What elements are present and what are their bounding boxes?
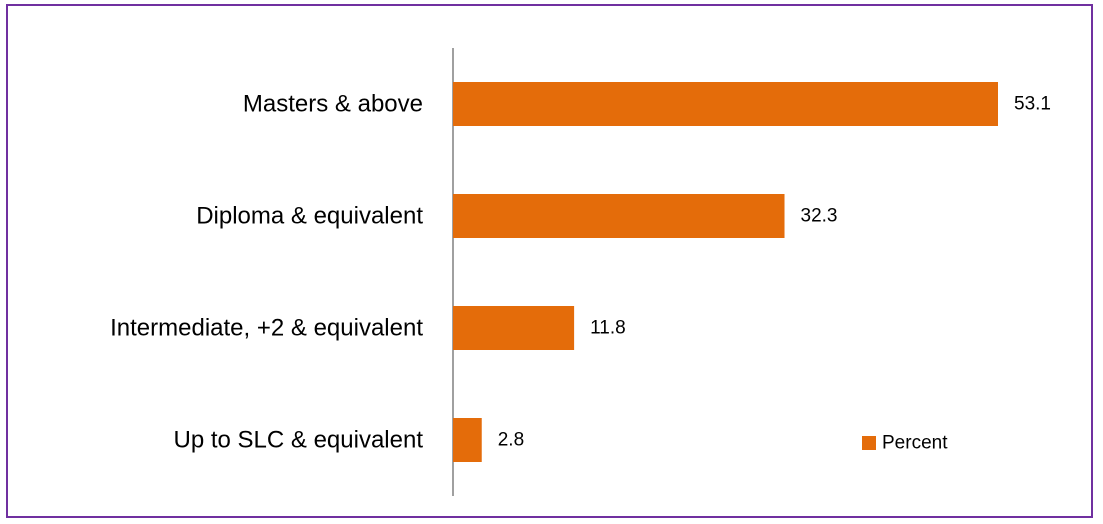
legend-swatch-percent (862, 436, 876, 450)
category-label-0: Masters & above (243, 91, 423, 118)
value-label-3: 2.8 (498, 430, 524, 451)
legend-label-percent: Percent (882, 433, 948, 454)
category-label-1: Diploma & equivalent (196, 203, 423, 230)
value-label-0: 53.1 (1014, 94, 1051, 115)
value-label-2: 11.8 (590, 318, 626, 339)
bar-0 (453, 82, 998, 126)
value-label-1: 32.3 (801, 206, 838, 227)
bar-1 (453, 194, 785, 238)
category-label-2: Intermediate, +2 & equivalent (110, 315, 423, 342)
bar-3 (453, 418, 482, 462)
bar-2 (453, 306, 575, 350)
category-label-3: Up to SLC & equivalent (174, 427, 424, 454)
